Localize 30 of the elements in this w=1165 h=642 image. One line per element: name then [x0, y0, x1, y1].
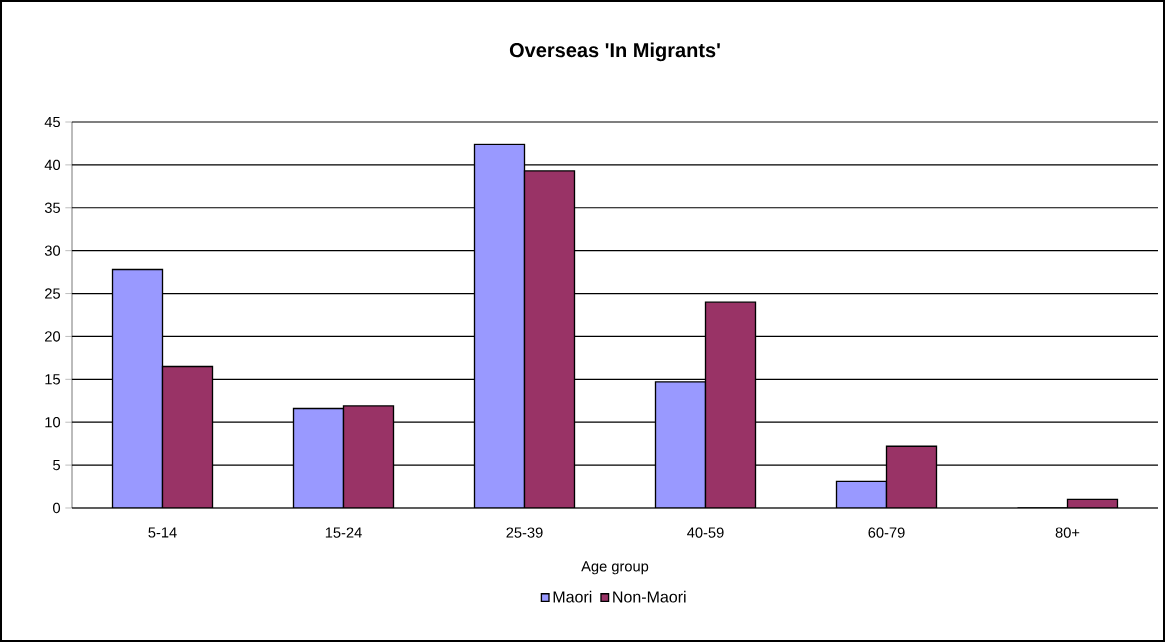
bar: [292, 407, 345, 508]
y-tick-label: 10: [45, 417, 61, 428]
bar: [835, 480, 888, 508]
bar: [342, 405, 395, 508]
legend-label: Non-Maori: [613, 590, 686, 603]
legend-label: Maori: [553, 590, 592, 603]
bar: [885, 445, 938, 508]
x-tick-label: 15-24: [325, 527, 362, 538]
y-tick-label: 25: [45, 288, 60, 299]
bar: [654, 381, 707, 508]
bar: [704, 301, 757, 508]
y-tick-label: 40: [44, 159, 61, 171]
x-tick-label: 5-14: [148, 527, 177, 538]
x-tick-label: 40-59: [687, 527, 724, 538]
x-tick-label: 25-39: [506, 527, 543, 538]
y-tick-label: 5: [53, 460, 60, 471]
y-tick-label: 45: [44, 116, 60, 128]
x-axis-title: Age group: [581, 561, 649, 575]
x-tick-label: 80+: [1055, 527, 1080, 538]
y-tick-label: 35: [44, 202, 60, 213]
y-tick-label: 0: [53, 502, 61, 514]
x-tick-label: 60-79: [868, 527, 905, 538]
y-tick-label: 15: [45, 374, 60, 385]
chart-title: Overseas 'In Migrants': [509, 42, 720, 62]
y-tick-label: 30: [44, 245, 61, 256]
y-tick-label: 20: [45, 331, 61, 342]
bar: [523, 170, 576, 508]
bar: [111, 268, 164, 508]
bar: [161, 365, 214, 508]
bar: [473, 143, 526, 508]
